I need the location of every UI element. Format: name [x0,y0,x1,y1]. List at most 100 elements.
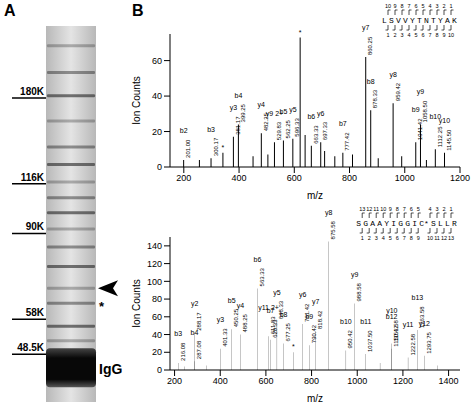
svg-text:1: 1 [361,235,364,241]
svg-text:A: A [370,219,375,228]
svg-text:562.25: 562.25 [285,119,291,138]
svg-text:V: V [403,16,408,25]
svg-text:y8: y8 [325,209,333,217]
svg-text:9: 9 [417,235,420,241]
svg-text:180K: 180K [20,86,45,97]
svg-text:4: 4 [407,32,410,38]
svg-text:m/z: m/z [307,393,323,404]
svg-text:T: T [417,16,422,25]
svg-text:13: 13 [359,206,365,212]
svg-text:2: 2 [442,3,445,9]
svg-text:S: S [431,219,436,228]
svg-text:1222.58: 1222.58 [410,333,416,355]
svg-text:1000: 1000 [395,173,415,183]
svg-text:878.33: 878.33 [372,89,378,108]
svg-text:697.33: 697.33 [322,121,328,140]
svg-text:b6: b6 [254,256,262,263]
svg-text:790.42: 790.42 [311,324,317,343]
svg-text:90K: 90K [26,221,45,232]
svg-text:6: 6 [396,235,399,241]
svg-text:I: I [412,219,417,228]
svg-text:L: L [445,219,450,228]
svg-text:5: 5 [414,32,417,38]
svg-text:y7: y7 [312,298,320,306]
svg-text:3: 3 [375,235,378,241]
svg-text:60: 60 [152,312,162,322]
svg-text:b7: b7 [339,120,347,127]
svg-text:1000: 1000 [347,376,367,386]
svg-text:b10: b10 [340,318,352,325]
svg-text:Y: Y [384,219,389,228]
svg-text:C*: C* [419,219,429,228]
svg-text:1: 1 [386,32,389,38]
svg-text:7: 7 [403,206,406,212]
svg-text:G: G [363,219,368,228]
svg-text:818.42: 818.42 [317,310,323,329]
svg-text:875.58: 875.58 [330,220,336,239]
svg-text:216.08: 216.08 [180,342,186,361]
svg-text:T: T [431,16,436,25]
svg-text:8: 8 [396,206,399,212]
svg-text:N: N [424,16,429,25]
svg-text:IgG: IgG [99,361,122,377]
svg-text:988.58: 988.58 [356,282,362,301]
svg-text:80: 80 [152,294,162,304]
svg-text:A: A [4,2,16,19]
svg-text:20: 20 [152,127,162,137]
svg-text:L: L [382,16,387,25]
svg-text:3: 3 [435,206,438,212]
svg-text:48.5K: 48.5K [17,342,44,353]
svg-text:40: 40 [152,330,162,340]
svg-text:3: 3 [400,32,403,38]
svg-text:5: 5 [421,3,424,9]
svg-text:959.42: 959.42 [395,82,401,101]
svg-text:7: 7 [403,235,406,241]
svg-text:777.42: 777.42 [344,132,350,151]
svg-text:12: 12 [366,206,372,212]
svg-text:20: 20 [152,347,162,357]
svg-text:2: 2 [442,206,445,212]
svg-text:b7: b7 [267,307,275,314]
svg-text:9: 9 [393,3,396,9]
svg-text:y5: y5 [273,289,281,297]
svg-text:y7: y7 [362,24,370,32]
svg-text:100: 100 [147,277,162,287]
svg-text:860.25: 860.25 [367,36,373,55]
svg-text:12: 12 [441,235,447,241]
svg-text:10: 10 [385,3,391,9]
svg-text:b8: b8 [367,78,375,85]
svg-text:400: 400 [232,173,247,183]
svg-text:S: S [389,16,394,25]
svg-text:1400: 1400 [439,376,459,386]
svg-text:b9: b9 [305,313,313,320]
svg-text:4: 4 [382,235,385,241]
svg-text:10: 10 [448,32,454,38]
svg-text:y4: y4 [237,302,245,310]
svg-text:b8: b8 [280,311,288,318]
svg-text:0: 0 [157,365,162,375]
svg-text:*: * [292,343,295,350]
svg-text:620.33: 620.33 [272,319,278,338]
svg-text:b5: b5 [228,297,236,304]
svg-text:3: 3 [435,3,438,9]
svg-text:287.08: 287.08 [196,340,202,359]
svg-text:800: 800 [304,376,319,386]
svg-text:200: 200 [176,173,191,183]
svg-text:10: 10 [427,235,433,241]
svg-text:201.00: 201.00 [185,139,191,158]
svg-text:S: S [356,219,361,228]
svg-text:596.33: 596.33 [294,118,300,137]
svg-text:677.25: 677.25 [285,322,291,341]
svg-text:7: 7 [428,32,431,38]
svg-text:y12: y12 [419,320,430,328]
svg-text:11: 11 [434,235,440,241]
svg-text:K: K [452,16,457,25]
svg-text:*: * [222,144,225,151]
svg-text:600: 600 [287,173,302,183]
svg-text:10: 10 [380,206,386,212]
svg-text:60: 60 [152,56,162,66]
svg-text:y11: y11 [403,321,414,329]
svg-text:529.83: 529.83 [276,121,282,140]
svg-text:4: 4 [428,3,431,9]
svg-text:1151.58: 1151.58 [393,319,399,341]
